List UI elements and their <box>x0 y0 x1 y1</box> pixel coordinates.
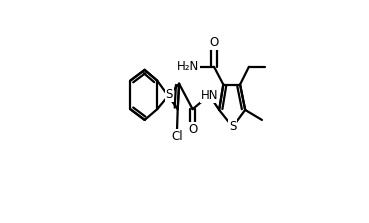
Text: O: O <box>209 36 219 49</box>
Text: H₂N: H₂N <box>177 60 199 73</box>
Text: HN: HN <box>201 89 218 102</box>
Text: S: S <box>166 88 173 101</box>
Text: Cl: Cl <box>171 130 183 143</box>
Text: O: O <box>188 123 197 136</box>
Text: S: S <box>229 120 236 133</box>
